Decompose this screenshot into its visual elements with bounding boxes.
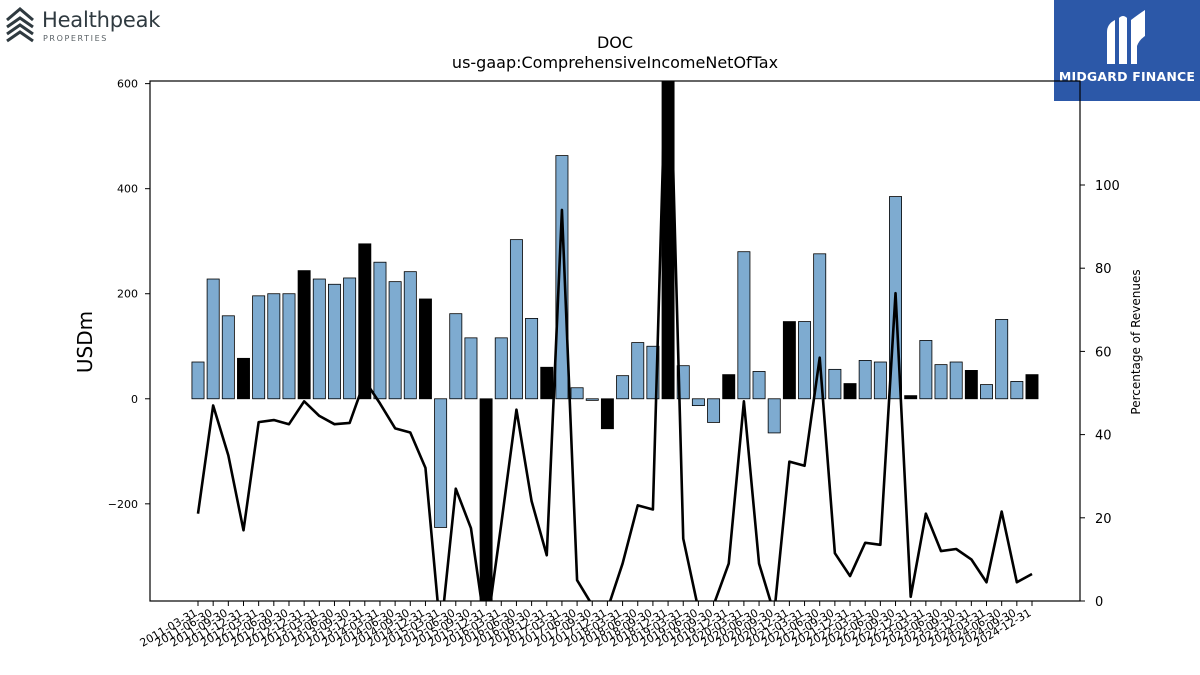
- bar: [252, 295, 266, 400]
- plot-frame: [149, 80, 1081, 602]
- bar: [631, 342, 645, 400]
- healthpeak-logo-sub: PROPERTIES: [43, 34, 108, 43]
- bar: [737, 251, 751, 400]
- chart-subtitle: us-gaap:ComprehensiveIncomeNetOfTax: [452, 53, 778, 72]
- y2-tick-label: 20: [1095, 512, 1112, 527]
- bar: [282, 293, 296, 400]
- bar: [691, 398, 705, 407]
- bar-series: [191, 81, 1039, 601]
- line-series: [196, 81, 1033, 601]
- bar: [919, 340, 933, 400]
- bar: [191, 361, 205, 400]
- y2-tick-label: 40: [1095, 429, 1112, 444]
- bar: [328, 283, 341, 400]
- bar: [540, 366, 554, 400]
- bar: [434, 398, 448, 528]
- bar: [373, 261, 387, 400]
- y2-tick-label: 0: [1095, 595, 1103, 610]
- bar: [343, 277, 357, 400]
- y-tick-label: 0: [131, 393, 138, 406]
- bar: [449, 313, 463, 400]
- midgard-finance-logo-name: MIDGARD FINANCE: [1058, 69, 1196, 84]
- bar: [585, 398, 599, 401]
- bar: [980, 384, 993, 400]
- bar: [494, 337, 508, 400]
- bar: [312, 278, 326, 400]
- bar: [798, 321, 812, 400]
- y-tick-label: −200: [108, 498, 138, 511]
- y-tick-label: 200: [117, 288, 138, 301]
- y2-tick-label: 100: [1095, 179, 1120, 194]
- bar: [525, 318, 539, 400]
- bar: [934, 364, 948, 400]
- bar: [358, 243, 372, 400]
- bar: [509, 239, 523, 400]
- y-tick-label: 400: [117, 183, 138, 196]
- y2-tick-label: 60: [1095, 345, 1112, 360]
- bar: [813, 253, 827, 400]
- bar: [388, 281, 402, 400]
- bar: [297, 270, 311, 400]
- healthpeak-logo-icon: [6, 7, 34, 43]
- bar: [707, 398, 721, 423]
- bar: [782, 321, 796, 400]
- y-axis-label: USDm: [73, 311, 97, 373]
- bar: [1010, 381, 1024, 400]
- bar: [858, 360, 872, 400]
- bar: [403, 271, 417, 400]
- bar: [616, 375, 630, 400]
- healthpeak-logo-name: Healthpeak: [42, 8, 161, 32]
- bar: [964, 370, 978, 400]
- y2-axis-label: Percentage of Revenues: [1129, 269, 1143, 414]
- bar: [570, 387, 584, 400]
- bar: [555, 155, 569, 400]
- y2-tick-label: 80: [1095, 262, 1112, 277]
- bar: [600, 398, 614, 430]
- bar: [904, 395, 918, 400]
- bar: [752, 371, 766, 400]
- midgard-finance-logo: MIDGARD FINANCE: [1054, 0, 1200, 101]
- bar: [995, 319, 1009, 400]
- bar: [464, 337, 478, 400]
- midgard-finance-logo-icon: [1107, 10, 1145, 64]
- bar: [418, 298, 432, 400]
- chart-title: DOC: [597, 33, 633, 52]
- bar: [828, 368, 842, 400]
- healthpeak-logo: Healthpeak PROPERTIES: [4, 4, 174, 48]
- bar: [221, 315, 235, 400]
- bar: [873, 361, 887, 400]
- bar: [949, 361, 963, 400]
- bar: [767, 398, 781, 434]
- bar: [722, 374, 736, 400]
- bar: [237, 357, 250, 400]
- y-tick-label: 600: [117, 78, 138, 91]
- bar: [267, 293, 281, 400]
- bar: [206, 278, 220, 400]
- bar: [479, 398, 493, 601]
- bar: [1025, 374, 1039, 400]
- bar: [843, 383, 857, 400]
